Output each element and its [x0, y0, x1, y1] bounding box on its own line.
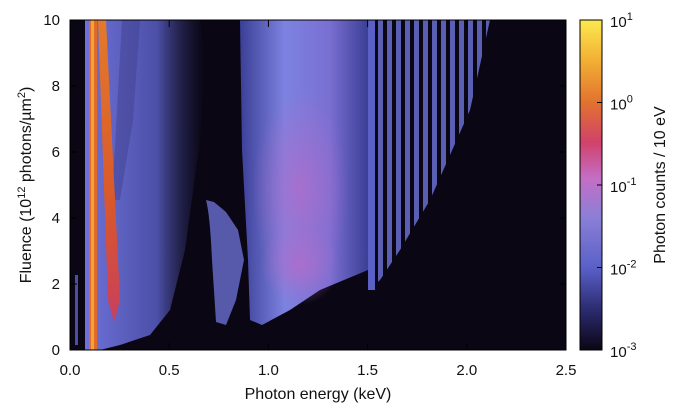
y-tick-label: 8 — [52, 78, 60, 95]
colorbar-tick-base: 10 — [610, 344, 627, 361]
streak-secondary — [98, 20, 120, 322]
plot-frame — [69, 19, 567, 351]
colorbar-tick-label: 10-2 — [610, 259, 636, 279]
colorbar-tick-exponent: 1 — [627, 11, 633, 23]
x-tick-label: 2.5 — [556, 362, 577, 379]
x-tick-label: 1.0 — [258, 362, 279, 379]
colorbar-tick-base: 10 — [610, 14, 627, 31]
colorbar-tick-exponent: 0 — [627, 94, 633, 106]
x-axis: 0.0 0.5 1.0 1.5 2.0 2.5 — [60, 20, 577, 379]
x-tick-label: 2.0 — [456, 362, 477, 379]
colorbar-tick-label: 101 — [610, 11, 633, 31]
colorbar-tick-exponent: -2 — [627, 259, 637, 271]
x-tick-label: 0.0 — [60, 362, 81, 379]
y-axis-label: Fluence (1012 photons/µm2) — [16, 87, 35, 284]
y-tick-label: 4 — [52, 210, 60, 227]
colorbar-tick-label: 100 — [610, 94, 633, 114]
colorbar-tick-exponent: -1 — [627, 176, 637, 188]
colorbar-tick-label: 10-3 — [610, 341, 636, 361]
y-tick-label: 0 — [52, 342, 60, 359]
colorbar-tick-base: 10 — [610, 262, 627, 279]
band-1p0kev-core-low — [260, 225, 340, 305]
left-edge-column — [75, 275, 78, 345]
colorbar-tick-base: 10 — [610, 179, 627, 196]
x-tick-label: 0.5 — [159, 362, 180, 379]
high-energy-striped-region — [368, 20, 490, 290]
y-tick-label: 2 — [52, 276, 60, 293]
streak-primary-core — [91, 20, 94, 350]
y-tick-label: 10 — [43, 12, 60, 29]
y-tick-label: 6 — [52, 144, 60, 161]
y-axis: 0 2 4 6 8 10 — [43, 12, 566, 359]
colorbar-tick-label: 10-1 — [610, 176, 636, 196]
x-axis-label: Photon energy (keV) — [245, 386, 392, 403]
low-energy-shadow — [112, 20, 140, 200]
colorbar-tick-base: 10 — [610, 97, 627, 114]
heatmap — [75, 20, 490, 350]
band-0p75kev — [206, 200, 244, 325]
high-energy-edge — [368, 20, 375, 290]
x-tick-label: 1.5 — [357, 362, 378, 379]
colorbar-tick-exponent: -3 — [627, 341, 637, 353]
colorbar-label: Photon counts / 10 eV — [652, 106, 669, 264]
